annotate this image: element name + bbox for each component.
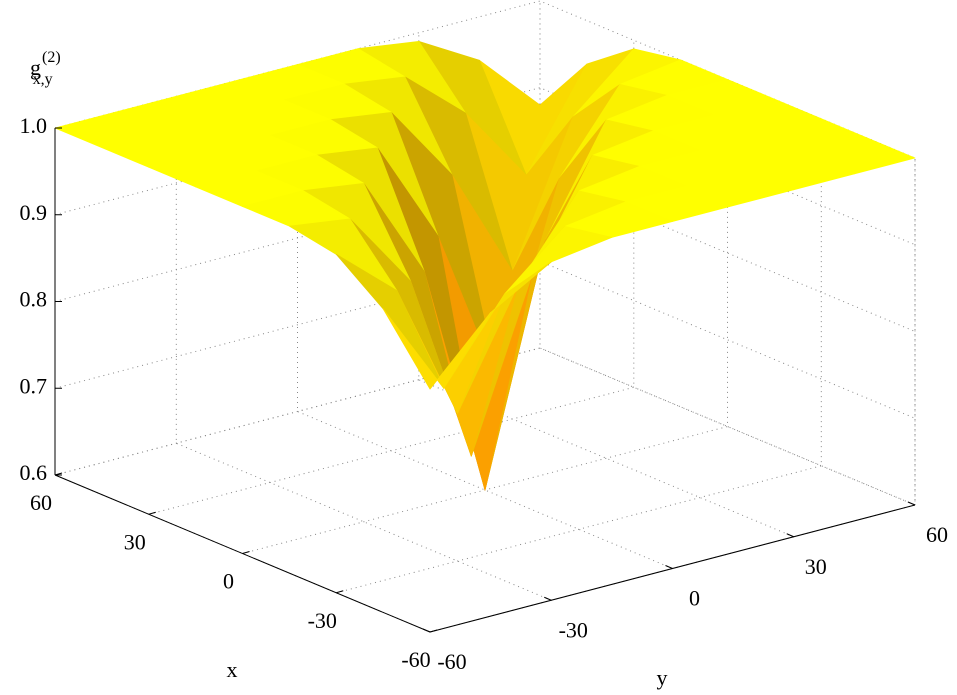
z-tick-label: 0.8 — [20, 287, 48, 312]
y-tick-label: 60 — [926, 522, 948, 547]
y-tick-label: 0 — [689, 586, 700, 611]
axes: 1.0 0.9 0.8 0.7 0.6 60 30 0 -30 -60 -60 -30 0 30 60 — [20, 113, 949, 674]
grid-line — [418, 32, 794, 538]
z-label-sup: (2) — [42, 49, 61, 66]
y-tick-label: -60 — [437, 649, 466, 674]
z-axis-label: g(2) x,y — [30, 49, 61, 88]
y-tick-label: -30 — [559, 617, 588, 642]
z-tick-label: 0.6 — [20, 460, 48, 485]
x-tick — [54, 472, 63, 476]
grid-line — [297, 64, 673, 569]
surface — [54, 41, 916, 491]
z-label-base: g — [30, 55, 41, 80]
y-tick — [786, 533, 794, 538]
y-tick-label: 30 — [805, 554, 827, 579]
y-tick — [422, 628, 431, 633]
z-tick-label: 0.9 — [20, 200, 48, 225]
z-tick-label: 0.7 — [20, 373, 48, 398]
y-tick — [665, 565, 673, 569]
x-tick — [242, 551, 250, 554]
z-tick-label: 1.0 — [20, 113, 48, 138]
y-axis-label: y — [657, 665, 668, 690]
x-tick-label: 60 — [30, 490, 52, 515]
grid-line — [539, 1, 916, 506]
y-tick — [544, 596, 552, 601]
grid-line — [175, 96, 552, 601]
z-label-sub: x,y — [33, 71, 53, 88]
x-tick — [148, 511, 156, 515]
x-tick-label: 30 — [124, 529, 146, 554]
x-tick — [336, 590, 344, 594]
x-tick-label: -30 — [308, 608, 337, 633]
surface-patch — [382, 308, 492, 390]
x-axis-label: x — [227, 657, 238, 682]
x-tick-label: -60 — [401, 647, 430, 672]
x-tick-label: 0 — [223, 569, 234, 594]
y-tick — [907, 501, 916, 506]
